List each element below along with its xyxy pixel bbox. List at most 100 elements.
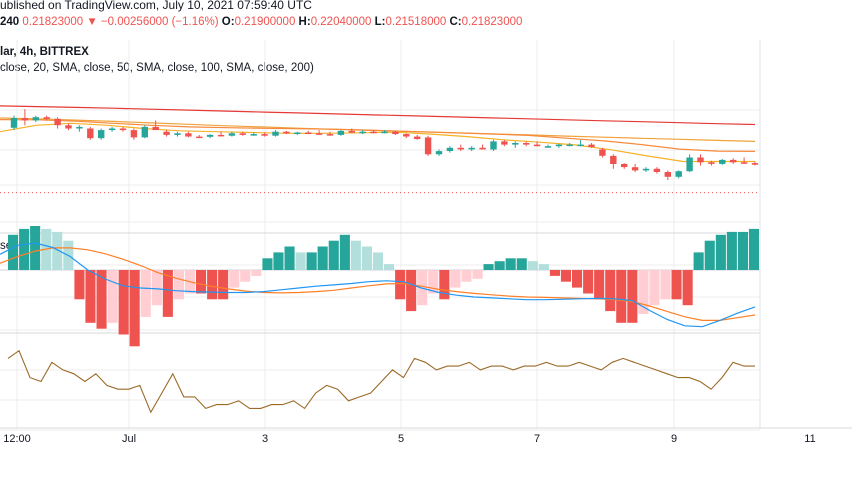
macd-histogram-bar <box>461 270 472 282</box>
macd-histogram-bar <box>317 246 328 270</box>
macd-histogram-bar <box>8 234 19 270</box>
macd-histogram-bar <box>96 270 107 329</box>
candle-body <box>315 133 323 135</box>
candle-body <box>348 130 355 133</box>
candles <box>10 109 759 181</box>
candle-body <box>108 128 116 131</box>
macd-histogram-bar <box>295 252 306 270</box>
macd-histogram-bar <box>638 270 649 314</box>
macd-histogram-bar <box>527 261 538 270</box>
candle-body <box>751 163 759 165</box>
time-tick-label: Jul <box>122 433 136 445</box>
macd-histogram-bar <box>384 264 395 270</box>
candle-body <box>326 134 334 136</box>
candle-body <box>174 133 181 135</box>
candle-body <box>403 134 410 137</box>
macd-histogram-bar <box>494 261 505 270</box>
candle-body <box>719 159 726 164</box>
open-label: O: <box>221 16 235 28</box>
macd-histogram-bar <box>428 270 439 294</box>
macd-histogram-bar <box>118 270 129 335</box>
macd-histogram-bar <box>229 270 240 288</box>
close-label: C: <box>449 16 462 28</box>
macd-histogram-bar <box>560 270 571 282</box>
macd-signal-line <box>0 247 756 321</box>
macd-histogram-bar <box>726 231 737 270</box>
candle-body <box>185 133 192 137</box>
macd-histogram-bar <box>472 270 483 279</box>
time-axis: 12:00 Jul 3 5 7 9 11 <box>0 427 852 445</box>
macd-histogram-bar <box>704 240 715 270</box>
macd-histogram-bar <box>649 270 660 306</box>
close-value: 0.21823000 <box>461 16 523 28</box>
candle-body <box>119 128 127 131</box>
candle-body <box>381 131 388 134</box>
candle-body <box>435 151 443 155</box>
sma20-line <box>0 122 755 163</box>
macd-histogram-bar <box>572 270 583 288</box>
macd-histogram-bar <box>107 270 118 323</box>
time-tick-label: 7 <box>534 433 540 445</box>
macd-histogram-bar <box>583 270 594 294</box>
candle-body <box>664 172 671 177</box>
candle-body <box>87 128 94 139</box>
candle-body <box>577 144 584 147</box>
candle-body <box>610 155 617 164</box>
publish-info: ublished on TradingView.com, July 10, 20… <box>0 0 312 12</box>
sma200-line <box>0 105 756 126</box>
candle-body <box>10 118 18 128</box>
candle-body <box>283 131 290 134</box>
candle-body <box>228 133 236 136</box>
indicator-legend: close, 20, SMA, close, 50, SMA, close, 1… <box>0 62 314 74</box>
candle-body <box>305 132 312 134</box>
ohlc-bar: 240 0.21823000 ▼ −0.00256000 (−1.16%) O:… <box>0 16 522 28</box>
candle-body <box>675 171 682 177</box>
low-label: L: <box>374 16 386 28</box>
macd-histogram-bar <box>151 270 162 306</box>
candle-body <box>206 134 214 137</box>
last-price: 0.21823000 <box>22 16 84 28</box>
macd-pane <box>0 226 760 347</box>
macd-histogram-bar <box>737 231 748 270</box>
macd-line <box>0 242 756 328</box>
macd-histogram-bar <box>671 270 682 300</box>
macd-histogram-bar <box>748 228 759 270</box>
candle-body <box>642 168 650 171</box>
candle-body <box>533 144 541 147</box>
candle-body <box>653 168 661 172</box>
candle-body <box>708 162 715 164</box>
macd-histogram-bar <box>605 270 616 312</box>
macd-histogram-bar <box>350 240 361 270</box>
candle-body <box>370 131 377 134</box>
macd-histogram-bar <box>594 270 605 300</box>
macd-histogram-bar <box>218 270 229 300</box>
candle-body <box>392 131 399 135</box>
candle-body <box>54 118 61 126</box>
candle-body <box>196 136 203 139</box>
candle-body <box>468 147 475 150</box>
macd-histogram-bar <box>74 270 85 300</box>
price-change: ▼ −0.00256000 (−1.16%) <box>86 16 219 28</box>
open-value: 0.21900000 <box>234 16 296 28</box>
macd-histogram-bar <box>140 270 151 317</box>
macd-histogram-bar <box>129 270 140 347</box>
grid <box>0 40 852 431</box>
candle-body <box>239 133 246 135</box>
macd-histogram-bar <box>284 246 295 270</box>
candle-body <box>152 126 159 131</box>
candle-body <box>555 144 563 147</box>
candle-body <box>414 136 421 139</box>
macd-histogram-bar <box>361 246 372 270</box>
time-tick-label: 5 <box>398 433 404 445</box>
candle-body <box>446 147 454 151</box>
macd-histogram-bar <box>450 270 461 288</box>
macd-histogram-bar <box>616 270 627 323</box>
candle-body <box>686 157 693 172</box>
candle-body <box>250 134 257 136</box>
candle-body <box>32 117 39 121</box>
macd-histogram-bar <box>240 270 251 282</box>
candle-body <box>588 144 595 147</box>
candle-body <box>130 130 138 138</box>
macd-histogram-bar <box>262 258 273 270</box>
